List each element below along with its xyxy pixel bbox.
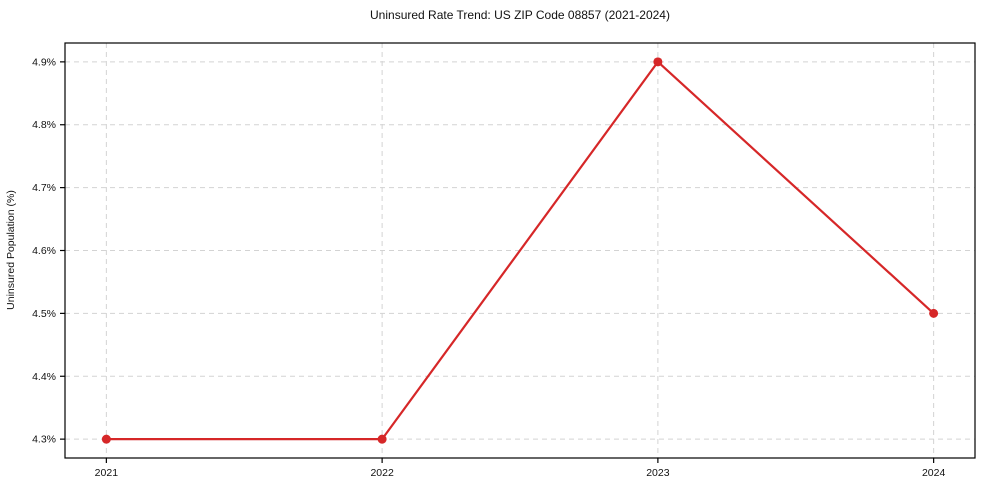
data-point-marker bbox=[929, 308, 939, 318]
plot-area: 4.3% 4.4% 4.5% 4.6% 4.7% 4.8% 4.9% 2021 2022 2023… bbox=[32, 42, 976, 479]
data-line bbox=[105, 60, 935, 441]
data-point-marker bbox=[377, 434, 387, 444]
y-tick-label: 4.6% bbox=[32, 245, 56, 257]
x-tick-label: 2024 bbox=[922, 467, 946, 479]
x-tick-label: 2023 bbox=[646, 467, 670, 479]
y-tick-label: 4.9% bbox=[32, 56, 56, 68]
data-point-marker bbox=[653, 57, 663, 67]
y-tick-label: 4.7% bbox=[32, 182, 56, 194]
y-tick-label: 4.4% bbox=[32, 371, 56, 383]
chart-title: Uninsured Rate Trend: US ZIP Code 08857 … bbox=[370, 8, 670, 22]
x-tick-label: 2022 bbox=[370, 467, 394, 479]
y-tick-label: 4.5% bbox=[32, 308, 56, 320]
x-tick-label: 2021 bbox=[95, 467, 119, 479]
y-tick-label: 4.8% bbox=[32, 119, 56, 131]
y-axis-label: Uninsured Population (%) bbox=[5, 190, 17, 310]
y-tick-label: 4.3% bbox=[32, 434, 56, 446]
data-point-marker bbox=[101, 434, 111, 444]
